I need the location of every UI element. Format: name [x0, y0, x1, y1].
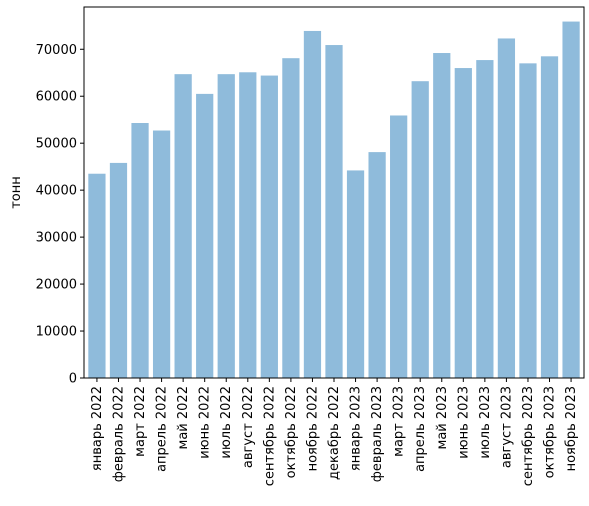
bars-group [88, 21, 580, 379]
bar-16 [433, 53, 451, 379]
x-tick-label: октябрь 2022 [284, 386, 299, 478]
x-tick-label: сентябрь 2023 [521, 386, 536, 486]
bar-2 [131, 123, 149, 378]
x-tick-label: май 2022 [176, 386, 191, 449]
x-tick-label: август 2022 [241, 386, 256, 468]
bar-7 [239, 72, 257, 378]
bar-8 [260, 75, 278, 378]
bar-21 [540, 56, 559, 379]
y-tick-label: 40000 [36, 184, 77, 199]
x-tick-label: январь 2022 [90, 386, 105, 471]
x-tick-label: июнь 2022 [198, 386, 213, 459]
plot-frame [83, 6, 585, 379]
x-tick-label: январь 2023 [349, 386, 364, 471]
x-tick-label: июль 2023 [478, 386, 493, 459]
bar-4 [174, 74, 192, 378]
bar-9 [282, 58, 300, 378]
y-tick-label: 70000 [36, 43, 77, 58]
x-tick-label: ноябрь 2022 [305, 386, 320, 471]
y-tick-label: 20000 [36, 278, 77, 293]
bar-15 [411, 81, 429, 378]
bar-10 [303, 30, 322, 378]
bar-11 [325, 45, 343, 378]
x-tick-label: апрель 2023 [413, 386, 428, 472]
x-axis: январь 2022 февраль 2022 март 2022 апрель 2… [90, 378, 579, 486]
x-tick-label: июнь 2023 [456, 386, 471, 459]
x-tick-label: февраль 2022 [111, 386, 126, 482]
x-tick-label: март 2022 [133, 386, 148, 457]
y-axis: 0 10000 20000 30000 40000 50000 60000 70000 [36, 43, 84, 387]
bar-14 [390, 115, 408, 378]
x-tick-label: май 2023 [435, 386, 450, 449]
bar-6 [217, 74, 235, 378]
bar-18 [476, 60, 494, 378]
y-tick-label: 30000 [36, 231, 77, 246]
y-tick-label: 0 [69, 372, 77, 387]
bar-13 [368, 152, 386, 378]
y-axis-label: тонн [9, 176, 24, 209]
x-tick-label: октябрь 2023 [543, 386, 558, 478]
x-tick-label: апрель 2022 [155, 386, 170, 472]
bar-1 [109, 162, 128, 378]
y-tick-label: 10000 [36, 325, 77, 340]
y-tick-label: 60000 [36, 90, 77, 105]
x-tick-label: ноябрь 2023 [564, 386, 579, 471]
x-tick-label: декабрь 2022 [327, 386, 342, 480]
x-tick-label: март 2023 [392, 386, 407, 457]
bar-3 [152, 130, 171, 378]
bar-17 [454, 68, 472, 379]
bar-12 [346, 170, 365, 378]
y-tick-label: 50000 [36, 137, 77, 152]
x-tick-label: февраль 2023 [370, 386, 385, 482]
bar-5 [196, 93, 214, 378]
bar-22 [562, 21, 580, 379]
x-tick-label: август 2023 [499, 386, 514, 468]
bar-20 [519, 63, 537, 378]
bar-0 [88, 173, 106, 378]
x-tick-label: июль 2022 [219, 386, 234, 459]
x-tick-label: сентябрь 2022 [262, 386, 277, 486]
bar-19 [497, 38, 516, 379]
